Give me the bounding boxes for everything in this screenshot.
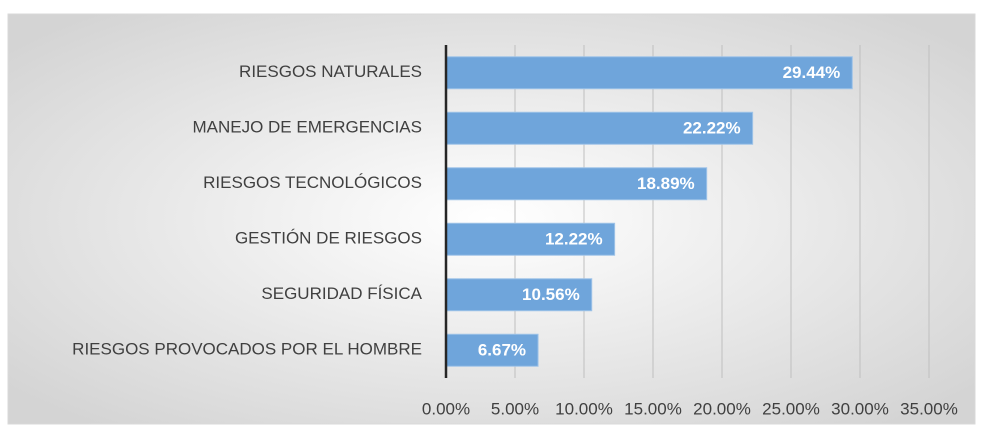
y-tick-label: RIESGOS TECNOLÓGICOS xyxy=(203,173,422,192)
y-tick-label: MANEJO DE EMERGENCIAS xyxy=(192,118,422,137)
y-tick-label: RIESGOS NATURALES xyxy=(239,62,422,81)
bar xyxy=(445,333,539,367)
x-tick-label: 35.00% xyxy=(900,399,958,418)
x-tick-label: 0.00% xyxy=(422,399,470,418)
bar xyxy=(445,222,616,256)
data-label: 29.44% xyxy=(783,63,841,82)
data-label: 10.56% xyxy=(522,285,580,304)
x-tick-label: 15.00% xyxy=(624,399,682,418)
x-tick-label: 20.00% xyxy=(693,399,751,418)
bar xyxy=(445,56,853,90)
data-label: 18.89% xyxy=(637,174,695,193)
data-label: 22.22% xyxy=(683,119,741,138)
y-tick-label: SEGURIDAD FÍSICA xyxy=(261,284,422,303)
x-tick-label: 10.00% xyxy=(555,399,613,418)
data-label: 6.67% xyxy=(478,341,526,360)
y-tick-label: RIESGOS PROVOCADOS POR EL HOMBRE xyxy=(72,340,422,359)
bar xyxy=(445,111,754,145)
bar xyxy=(445,278,593,312)
data-label: 12.22% xyxy=(545,230,603,249)
x-tick-label: 25.00% xyxy=(762,399,820,418)
x-tick-label: 30.00% xyxy=(831,399,889,418)
x-tick-label: 5.00% xyxy=(491,399,539,418)
y-tick-label: GESTIÓN DE RIESGOS xyxy=(235,229,422,248)
